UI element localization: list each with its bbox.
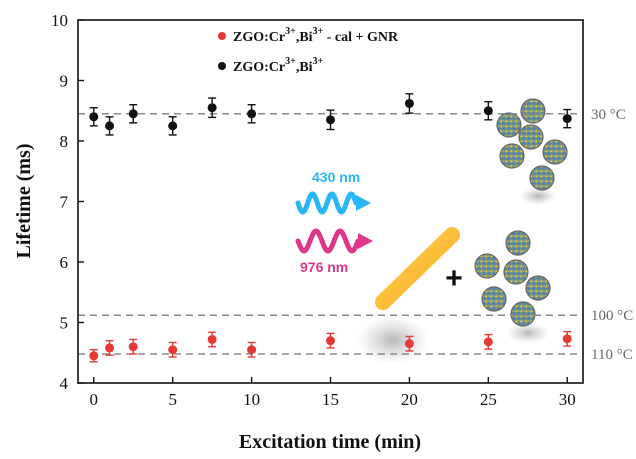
arrowhead-icon: [358, 233, 373, 249]
nanoparticle-icon: [499, 143, 525, 169]
legend-marker-red: [218, 32, 226, 40]
wavy-arrow-icon: [295, 191, 359, 215]
data-point-red: [168, 345, 178, 355]
data-point-red: [404, 339, 414, 349]
data-point-black: [247, 109, 257, 119]
particle-cluster-bottom-shadow: [506, 323, 550, 343]
y-tick-label: 8: [60, 132, 69, 151]
data-point-red: [207, 334, 217, 344]
reference-line-label: 100 °C: [591, 308, 633, 324]
wave-arrow-430: 430 nm: [295, 169, 371, 215]
wavelength-430-label: 430 nm: [312, 169, 360, 185]
data-point-black: [404, 98, 414, 108]
data-point-red: [562, 334, 572, 344]
nanoparticle-icon: [542, 139, 568, 165]
particle-cluster-bottom: [474, 230, 551, 327]
gold-nanorod: [375, 227, 460, 310]
x-axis-title: Excitation time (min): [239, 431, 421, 453]
nanoparticle-icon: [510, 301, 536, 327]
legend: ZGO:Cr3+,Bi3+ - cal + GNR ZGO:Cr3+,Bi3+: [218, 26, 399, 75]
nanoparticle-icon: [503, 259, 529, 285]
data-point-red: [128, 342, 138, 352]
data-point-red: [105, 343, 115, 353]
wavelength-976-label: 976 nm: [300, 259, 348, 275]
nanoparticle-icon: [529, 165, 555, 191]
x-tick-label: 0: [90, 390, 99, 409]
y-axis-ticks: 4 5 6 7 8 9 10: [51, 11, 84, 393]
y-tick-label: 9: [60, 72, 69, 91]
nanoparticle-icon: [474, 253, 500, 279]
legend-label-black: ZGO:Cr3+,Bi3+: [233, 56, 324, 75]
illustration: + 430 nm 976 nm: [295, 98, 568, 364]
legend-marker-black: [218, 62, 226, 70]
data-point-black: [326, 115, 335, 125]
data-point-black: [89, 112, 99, 122]
y-tick-label: 4: [60, 374, 69, 393]
y-tick-label: 10: [51, 11, 68, 30]
arrowhead-icon: [356, 195, 371, 211]
x-tick-label: 5: [168, 390, 177, 409]
data-point-red: [89, 351, 99, 361]
y-axis-title: Lifetime (ms): [13, 144, 35, 259]
x-tick-label: 10: [243, 390, 260, 409]
nanoparticle-icon: [525, 275, 551, 301]
nanorod-shadow: [357, 316, 429, 364]
reference-line-label: 30 °C: [591, 107, 626, 123]
x-tick-label: 30: [559, 390, 576, 409]
reference-line-label: 110 °C: [591, 347, 633, 363]
nanoparticle-icon: [505, 230, 531, 256]
data-point-black: [483, 106, 493, 116]
legend-label-red: ZGO:Cr3+,Bi3+ - cal + GNR: [233, 26, 399, 45]
data-points: [89, 93, 572, 363]
y-tick-label: 5: [60, 314, 69, 333]
nanoparticle-icon: [481, 286, 507, 312]
y-tick-label: 6: [60, 253, 69, 272]
particle-cluster-top: [496, 98, 568, 191]
x-tick-label: 20: [401, 390, 418, 409]
data-point-black: [207, 103, 217, 113]
data-point-red: [247, 345, 257, 355]
data-point-black: [562, 114, 572, 124]
nanoparticle-icon: [518, 124, 544, 150]
plot-frame: [77, 19, 584, 384]
x-tick-label: 25: [480, 390, 497, 409]
data-point-black: [128, 109, 138, 119]
data-point-black: [168, 121, 178, 131]
x-axis-ticks: 0 5 10 15 20 25 30: [90, 377, 576, 409]
plus-sign: +: [445, 262, 463, 295]
nanoparticle-icon: [520, 98, 546, 124]
y-tick-label: 7: [60, 193, 69, 212]
nanoparticle-icon: [496, 112, 522, 138]
data-point-red: [326, 336, 335, 346]
particle-cluster-top-shadow: [520, 187, 556, 205]
wave-arrow-976: 976 nm: [295, 228, 373, 275]
wavy-arrow-icon: [295, 228, 361, 254]
data-point-red: [483, 337, 493, 347]
data-point-black: [105, 121, 115, 131]
x-tick-label: 15: [322, 390, 339, 409]
